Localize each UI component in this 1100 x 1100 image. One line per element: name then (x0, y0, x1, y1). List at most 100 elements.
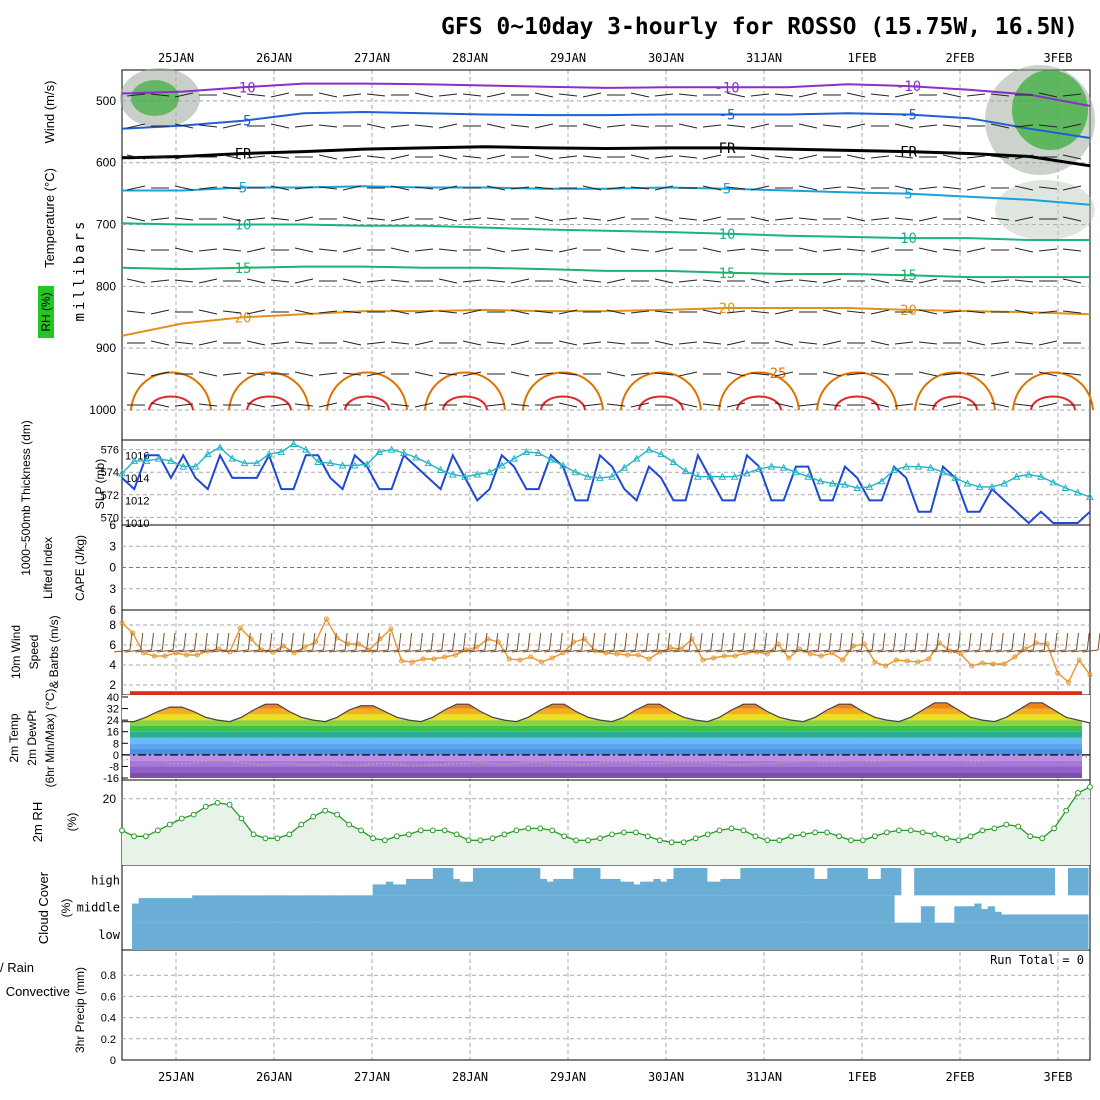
wind-speed-marker (700, 657, 706, 663)
contour-line-30 (148, 395, 194, 411)
wind-speed-marker (872, 659, 878, 665)
cloud-middle-cell (854, 895, 862, 923)
wind-barb (798, 247, 818, 253)
wind-speed-marker (904, 658, 910, 664)
cloud-low-cell (352, 922, 360, 950)
wind-barb (150, 279, 170, 283)
rh-marker (226, 801, 233, 808)
surface-wind-barb (286, 649, 303, 653)
surface-wind-barb (275, 649, 292, 653)
wind-barb (798, 279, 818, 283)
cloud-middle-cell (1047, 914, 1056, 923)
contour-line-25 (718, 371, 800, 411)
wind-barb (822, 309, 842, 315)
surface-wind-barb (705, 649, 722, 653)
wind-barb (942, 154, 962, 160)
wind-barb (510, 309, 530, 315)
wind-barb (390, 309, 410, 315)
wind-barb (414, 124, 434, 128)
thickness-marker (583, 472, 592, 480)
surface-wind-barb (888, 649, 905, 653)
cloud-middle-cell (466, 895, 474, 923)
surface-wind-barb (565, 649, 582, 653)
wind-speed-marker (237, 625, 243, 631)
wind-barb (438, 310, 458, 314)
wind-barb (1062, 278, 1082, 284)
cloud-low-cell (513, 922, 521, 950)
surface-wind-barb (570, 632, 574, 651)
thickness-marker (301, 445, 310, 453)
surface-wind-barb (194, 632, 198, 651)
surface-wind-barb (871, 632, 875, 651)
wind-barb (918, 403, 938, 407)
thickness-marker (816, 477, 825, 485)
wind-barb (558, 372, 578, 376)
thickness-marker (767, 462, 776, 470)
wind-barb (510, 403, 530, 407)
cloud-low-cell (526, 922, 534, 950)
surface-wind-barb (813, 649, 830, 653)
cloud-low-cell (767, 922, 775, 950)
cloud-low-cell (192, 922, 200, 950)
cloud-low-cell (1007, 922, 1015, 950)
wind-barb (246, 93, 266, 97)
wind-barb (702, 185, 722, 191)
cloud-high-cell (747, 868, 755, 896)
rh-marker (776, 837, 783, 844)
cloud-low-cell (305, 922, 314, 950)
temperature-color-band (130, 720, 1082, 726)
cloud-middle-cell (332, 895, 340, 923)
wind-barb (462, 309, 482, 315)
wind-barb (942, 310, 962, 314)
surface-wind-barb (533, 649, 550, 653)
cloud-high-cell (887, 868, 895, 896)
wind-speed-marker (614, 651, 620, 657)
cloud-low-cell (325, 922, 334, 950)
wind-barb (270, 92, 290, 98)
wind-speed-marker (732, 653, 738, 659)
li-tick-label: 6 (109, 603, 116, 617)
pressure-tick-label: 900 (96, 341, 116, 355)
contour-line-25 (522, 371, 604, 411)
wind-barb (678, 217, 698, 221)
wind-barb (414, 371, 434, 377)
surface-wind-barb (860, 632, 864, 651)
contour-label: -10 (230, 80, 255, 96)
thickness-marker (755, 464, 764, 472)
thickness-marker (1012, 472, 1021, 480)
thickness-marker (461, 472, 469, 480)
wind-barb (174, 92, 194, 98)
contour-label: -5 (719, 108, 736, 124)
rh-marker (441, 827, 448, 834)
wind-barb (366, 155, 386, 159)
wind-barb (678, 123, 698, 129)
wind-barb (270, 403, 290, 407)
cloud-low-cell (854, 922, 862, 950)
cloud-low-cell (486, 922, 494, 950)
wind-barb (750, 93, 770, 97)
rh-marker (872, 833, 878, 840)
cloud-middle-cell (399, 895, 407, 923)
thickness-marker (779, 463, 788, 471)
cloud-high-cell (927, 868, 935, 896)
thickness-marker (681, 467, 690, 475)
wind-speed-marker (1087, 672, 1093, 678)
cloud-low-cell (860, 922, 868, 950)
cloud-high-cell (419, 878, 427, 896)
cloud-high-cell (653, 878, 661, 896)
cloud-low-cell (733, 922, 741, 950)
cloud-middle-cell (513, 895, 521, 923)
wind-barb (726, 186, 746, 190)
cloud-low-cell (660, 922, 668, 950)
cloud-high-cell (1081, 868, 1089, 896)
cloud-high-cell (519, 868, 527, 896)
wind-barb (1014, 309, 1034, 315)
cloud-low-cell (232, 922, 240, 950)
wind-barb (174, 217, 194, 221)
wind-barb (294, 186, 314, 190)
axis-label-thickness: 1000~500mb Thickness (dm) (19, 420, 33, 576)
wind-barb (678, 341, 698, 345)
wind-barb (678, 371, 698, 377)
pressure-tick-label: 500 (96, 94, 116, 108)
wind-barb (846, 216, 866, 222)
